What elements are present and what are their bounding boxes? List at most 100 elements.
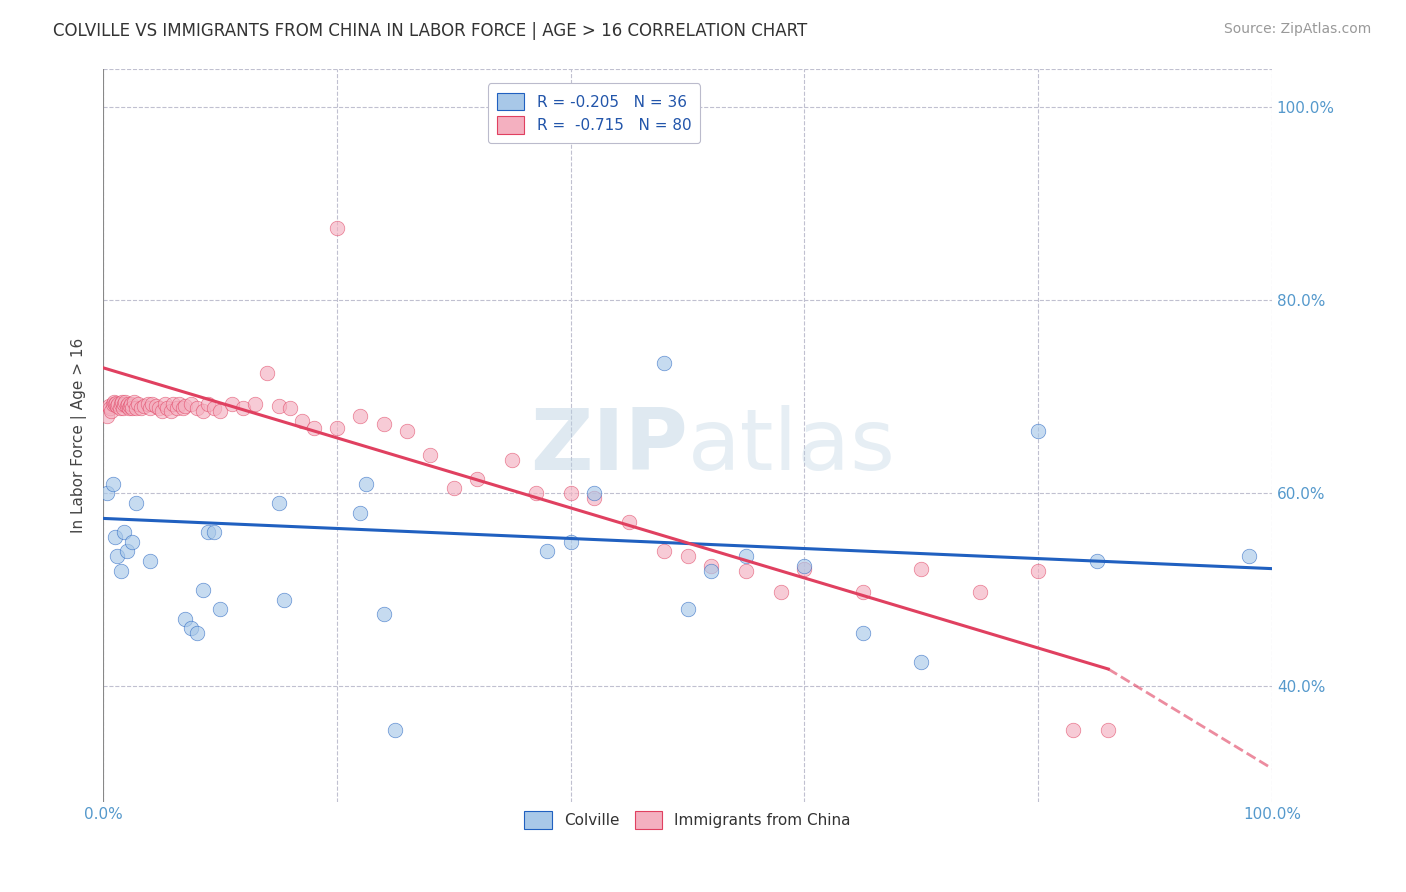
Point	[910, 655, 932, 669]
Point	[676, 602, 699, 616]
Point	[501, 452, 523, 467]
Point	[1097, 723, 1119, 737]
Point	[110, 564, 132, 578]
Point	[1085, 554, 1108, 568]
Point	[278, 401, 301, 416]
Point	[209, 602, 232, 616]
Point	[145, 400, 167, 414]
Point	[419, 448, 441, 462]
Point	[139, 401, 162, 416]
Point	[127, 397, 149, 411]
Point	[852, 626, 875, 640]
Point	[108, 401, 131, 416]
Point	[583, 486, 606, 500]
Point	[125, 401, 148, 416]
Point	[700, 564, 723, 578]
Point	[536, 544, 558, 558]
Point	[560, 486, 582, 500]
Point	[735, 549, 758, 563]
Point	[112, 401, 135, 416]
Point	[1237, 549, 1260, 563]
Point	[202, 401, 225, 416]
Point	[121, 534, 143, 549]
Y-axis label: In Labor Force | Age > 16: In Labor Force | Age > 16	[72, 338, 87, 533]
Point	[112, 524, 135, 539]
Point	[583, 491, 606, 505]
Point	[969, 584, 991, 599]
Text: COLVILLE VS IMMIGRANTS FROM CHINA IN LABOR FORCE | AGE > 16 CORRELATION CHART: COLVILLE VS IMMIGRANTS FROM CHINA IN LAB…	[53, 22, 807, 40]
Point	[191, 582, 214, 597]
Point	[100, 404, 122, 418]
Point	[103, 394, 125, 409]
Point	[326, 420, 349, 434]
Point	[197, 524, 219, 539]
Point	[186, 401, 208, 416]
Point	[117, 397, 139, 411]
Point	[852, 584, 875, 599]
Point	[443, 482, 465, 496]
Point	[174, 400, 197, 414]
Text: ZIP: ZIP	[530, 405, 688, 488]
Point	[104, 397, 127, 411]
Point	[150, 404, 173, 418]
Point	[1026, 424, 1049, 438]
Point	[793, 558, 815, 573]
Point	[105, 549, 128, 563]
Point	[112, 397, 135, 411]
Point	[120, 397, 142, 411]
Point	[202, 524, 225, 539]
Point	[373, 417, 395, 431]
Point	[180, 622, 202, 636]
Point	[141, 397, 163, 411]
Point	[98, 400, 121, 414]
Point	[267, 496, 290, 510]
Point	[148, 401, 170, 416]
Point	[770, 584, 793, 599]
Point	[676, 549, 699, 563]
Point	[153, 397, 176, 411]
Point	[652, 544, 675, 558]
Point	[197, 397, 219, 411]
Point	[191, 404, 214, 418]
Point	[273, 592, 295, 607]
Point	[243, 397, 266, 411]
Point	[267, 400, 290, 414]
Point	[115, 400, 138, 414]
Point	[122, 394, 145, 409]
Point	[1062, 723, 1084, 737]
Point	[101, 476, 124, 491]
Point	[129, 401, 152, 416]
Text: Source: ZipAtlas.com: Source: ZipAtlas.com	[1223, 22, 1371, 37]
Point	[302, 420, 325, 434]
Point	[349, 506, 371, 520]
Point	[373, 607, 395, 621]
Legend: Colville, Immigrants from China: Colville, Immigrants from China	[517, 805, 858, 835]
Point	[166, 401, 188, 416]
Point	[354, 476, 377, 491]
Point	[162, 397, 184, 411]
Point	[232, 401, 254, 416]
Point	[114, 394, 136, 409]
Point	[110, 397, 132, 411]
Point	[125, 496, 148, 510]
Point	[118, 401, 141, 416]
Point	[465, 472, 488, 486]
Point	[121, 401, 143, 416]
Point	[156, 401, 179, 416]
Point	[105, 395, 128, 409]
Point	[107, 397, 129, 411]
Point	[349, 409, 371, 423]
Point	[160, 404, 183, 418]
Point	[524, 486, 547, 500]
Text: atlas: atlas	[688, 405, 896, 488]
Point	[221, 397, 243, 411]
Point	[111, 394, 134, 409]
Point	[700, 558, 723, 573]
Point	[104, 530, 127, 544]
Point	[560, 534, 582, 549]
Point	[326, 220, 349, 235]
Point	[115, 544, 138, 558]
Point	[101, 397, 124, 411]
Point	[256, 366, 278, 380]
Point	[384, 723, 406, 737]
